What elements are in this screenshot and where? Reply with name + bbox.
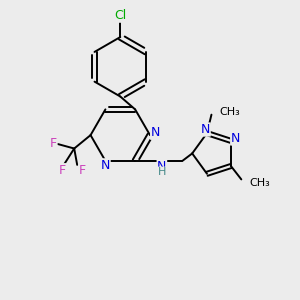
Text: F: F	[59, 164, 66, 177]
Text: N: N	[151, 126, 160, 139]
Text: N: N	[231, 132, 240, 145]
Text: F: F	[50, 137, 57, 150]
Text: H: H	[158, 167, 166, 177]
Text: CH₃: CH₃	[220, 107, 241, 117]
Text: N: N	[157, 160, 167, 173]
Text: Cl: Cl	[114, 9, 126, 22]
Text: CH₃: CH₃	[250, 178, 270, 188]
Text: N: N	[201, 123, 210, 136]
Text: F: F	[79, 164, 86, 177]
Text: N: N	[101, 159, 110, 172]
